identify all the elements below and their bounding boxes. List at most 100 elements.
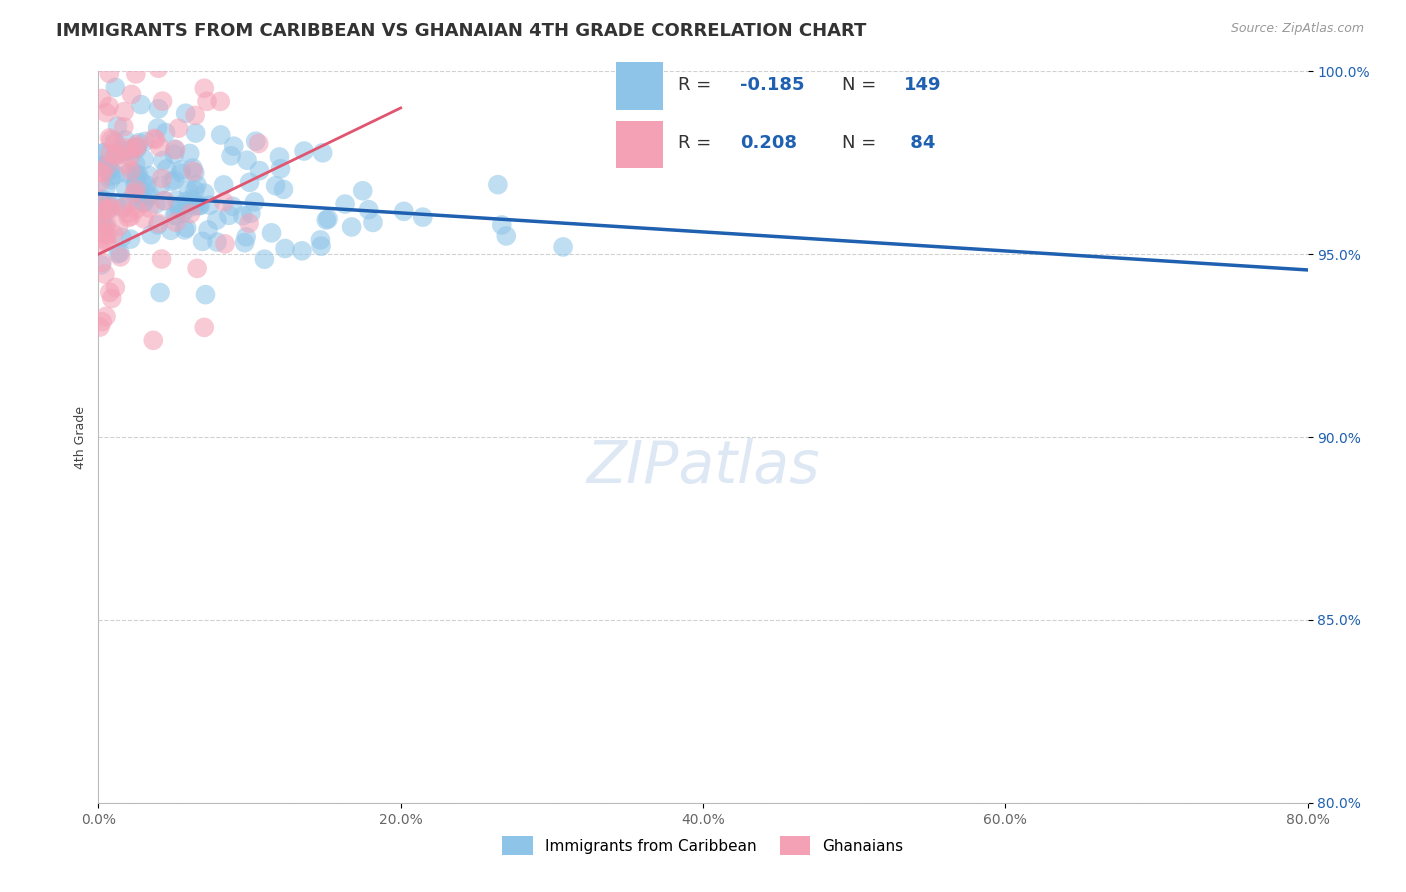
Point xyxy=(96,235,118,249)
Point xyxy=(156,161,179,176)
Point xyxy=(91,315,114,329)
Point xyxy=(214,236,236,251)
Point xyxy=(100,173,122,187)
Text: R =: R = xyxy=(678,135,717,153)
Point xyxy=(94,310,117,324)
Point xyxy=(150,252,173,266)
Point xyxy=(90,216,112,230)
Point xyxy=(104,168,127,182)
Point xyxy=(125,140,148,154)
Point xyxy=(128,136,150,150)
Point xyxy=(193,320,215,334)
Point xyxy=(90,91,112,105)
Point xyxy=(160,174,183,188)
Point xyxy=(247,136,270,151)
Point xyxy=(96,105,118,120)
Point xyxy=(100,162,122,177)
Point xyxy=(146,121,169,136)
Point xyxy=(245,134,267,148)
Point xyxy=(91,226,114,240)
Point xyxy=(91,193,114,207)
Point xyxy=(152,94,174,108)
Point xyxy=(89,238,111,252)
Point xyxy=(165,143,187,157)
Point xyxy=(96,164,118,178)
Point xyxy=(194,287,217,301)
Point xyxy=(149,285,172,300)
Point xyxy=(264,178,287,193)
Point xyxy=(149,178,172,193)
Point xyxy=(115,141,138,155)
Text: ZIPatlas: ZIPatlas xyxy=(586,438,820,495)
Point xyxy=(100,202,122,216)
Point xyxy=(163,208,186,222)
Point xyxy=(180,207,202,221)
Text: 149: 149 xyxy=(904,76,942,94)
Point xyxy=(96,218,118,232)
Point xyxy=(104,135,127,149)
Point xyxy=(90,200,112,214)
Point xyxy=(149,140,172,154)
Point xyxy=(100,133,122,147)
Point xyxy=(94,267,117,281)
Point xyxy=(309,233,332,247)
Point xyxy=(153,194,176,208)
Point xyxy=(180,196,202,211)
Point xyxy=(107,219,129,234)
Point xyxy=(194,186,217,200)
Y-axis label: 4th Grade: 4th Grade xyxy=(75,406,87,468)
Point xyxy=(243,194,266,209)
Point xyxy=(89,196,111,211)
Point xyxy=(172,206,194,220)
Point xyxy=(146,218,169,232)
Point xyxy=(127,168,149,182)
Point xyxy=(124,157,146,171)
Point xyxy=(111,230,134,244)
Point xyxy=(117,211,139,225)
Point xyxy=(105,145,128,160)
Legend: Immigrants from Caribbean, Ghanaians: Immigrants from Caribbean, Ghanaians xyxy=(496,830,910,861)
Point xyxy=(486,178,509,192)
Point xyxy=(125,142,148,156)
Text: R =: R = xyxy=(678,76,717,94)
Point xyxy=(120,210,142,224)
FancyBboxPatch shape xyxy=(616,62,664,110)
Point xyxy=(309,239,332,253)
Point xyxy=(155,126,177,140)
Point xyxy=(165,193,187,207)
Point xyxy=(94,219,117,234)
Point xyxy=(174,106,197,120)
Point xyxy=(315,213,337,227)
Point xyxy=(186,178,208,192)
Point xyxy=(125,169,148,183)
Point xyxy=(107,246,129,260)
Point xyxy=(184,183,207,197)
Point xyxy=(270,161,292,176)
Point xyxy=(125,202,148,216)
Point xyxy=(205,235,228,249)
Point xyxy=(112,201,135,215)
Point xyxy=(145,132,167,146)
Point xyxy=(188,198,211,212)
Point xyxy=(143,131,166,145)
Point xyxy=(104,280,127,294)
Point xyxy=(100,169,122,184)
Point xyxy=(94,232,117,246)
Point xyxy=(131,187,153,202)
Point xyxy=(184,108,207,122)
Point xyxy=(191,235,214,249)
Point xyxy=(181,161,204,175)
Point xyxy=(100,292,122,306)
Point xyxy=(135,178,157,192)
Point xyxy=(108,148,131,162)
Point xyxy=(125,182,148,196)
Point xyxy=(134,134,156,148)
Point xyxy=(121,87,143,102)
Point xyxy=(553,240,575,254)
Point xyxy=(114,157,136,171)
Point xyxy=(122,141,145,155)
Point xyxy=(136,190,159,204)
Point xyxy=(193,81,215,95)
Point xyxy=(125,176,148,190)
Point xyxy=(145,197,167,211)
